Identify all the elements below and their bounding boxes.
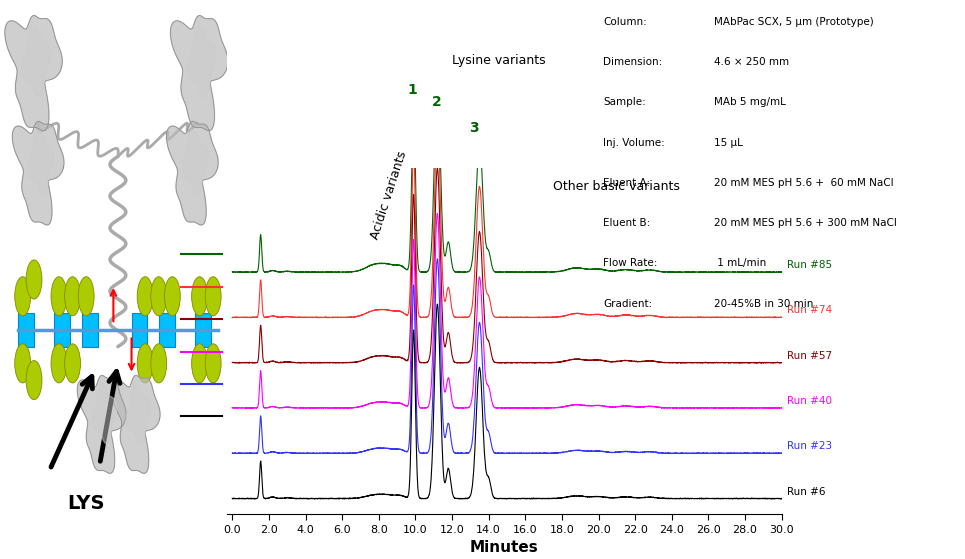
Polygon shape (111, 376, 160, 473)
Text: Inj. Volume:: Inj. Volume: (603, 138, 665, 148)
Circle shape (26, 260, 41, 299)
Polygon shape (182, 130, 208, 194)
Circle shape (137, 344, 153, 383)
Polygon shape (126, 383, 151, 444)
Text: Run #74: Run #74 (787, 305, 832, 315)
Circle shape (137, 277, 153, 316)
Text: Run #85: Run #85 (787, 260, 832, 270)
Polygon shape (77, 376, 126, 473)
Text: Eluent A:: Eluent A: (603, 178, 650, 188)
Text: Run #40: Run #40 (787, 396, 832, 406)
Text: Other basic variants: Other basic variants (553, 181, 679, 193)
Polygon shape (167, 121, 218, 225)
Text: 20 mM MES pH 5.6 + 300 mM NaCl: 20 mM MES pH 5.6 + 300 mM NaCl (714, 218, 897, 228)
Circle shape (65, 344, 80, 383)
Circle shape (65, 277, 80, 316)
Polygon shape (92, 383, 117, 444)
Circle shape (192, 277, 207, 316)
Circle shape (192, 344, 207, 383)
Text: LYS: LYS (68, 494, 105, 513)
Circle shape (51, 277, 67, 316)
Text: Dimension:: Dimension: (603, 57, 662, 67)
Text: 1: 1 (408, 83, 418, 97)
Text: 20-45%B in 30 min: 20-45%B in 30 min (714, 299, 813, 309)
Text: Run #6: Run #6 (787, 486, 826, 496)
FancyBboxPatch shape (158, 313, 175, 347)
Polygon shape (28, 130, 54, 194)
Circle shape (14, 277, 31, 316)
Circle shape (206, 277, 221, 316)
Polygon shape (5, 16, 63, 131)
FancyBboxPatch shape (82, 313, 97, 347)
Circle shape (206, 344, 221, 383)
Text: Gradient:: Gradient: (603, 299, 652, 309)
Text: Flow Rate:: Flow Rate: (603, 258, 657, 268)
Text: 2: 2 (431, 94, 441, 108)
Polygon shape (13, 121, 64, 225)
FancyBboxPatch shape (54, 313, 70, 347)
Text: Lysine variants: Lysine variants (452, 54, 545, 67)
Text: Acidic variants: Acidic variants (369, 149, 409, 240)
Text: MAb 5 mg/mL: MAb 5 mg/mL (714, 97, 786, 107)
Polygon shape (187, 26, 216, 97)
Polygon shape (171, 16, 228, 131)
Circle shape (14, 344, 31, 383)
Circle shape (151, 344, 167, 383)
Text: 1 mL/min: 1 mL/min (714, 258, 766, 268)
Text: 3: 3 (469, 121, 479, 135)
Text: 4.6 × 250 mm: 4.6 × 250 mm (714, 57, 789, 67)
X-axis label: Minutes: Minutes (470, 540, 538, 555)
Text: 20 mM MES pH 5.6 +  60 mM NaCl: 20 mM MES pH 5.6 + 60 mM NaCl (714, 178, 894, 188)
Text: Run #57: Run #57 (787, 350, 832, 361)
Text: Column:: Column: (603, 17, 647, 27)
Circle shape (51, 344, 67, 383)
Text: MAbPac SCX, 5 μm (Prototype): MAbPac SCX, 5 μm (Prototype) (714, 17, 874, 27)
Polygon shape (22, 26, 50, 97)
FancyBboxPatch shape (131, 313, 148, 347)
FancyBboxPatch shape (195, 313, 211, 347)
Circle shape (78, 277, 95, 316)
Text: 15 μL: 15 μL (714, 138, 743, 148)
FancyBboxPatch shape (18, 313, 34, 347)
Circle shape (26, 361, 41, 400)
Text: Eluent B:: Eluent B: (603, 218, 650, 228)
Circle shape (164, 277, 180, 316)
Text: Run #23: Run #23 (787, 441, 832, 451)
Circle shape (151, 277, 167, 316)
Text: Sample:: Sample: (603, 97, 646, 107)
